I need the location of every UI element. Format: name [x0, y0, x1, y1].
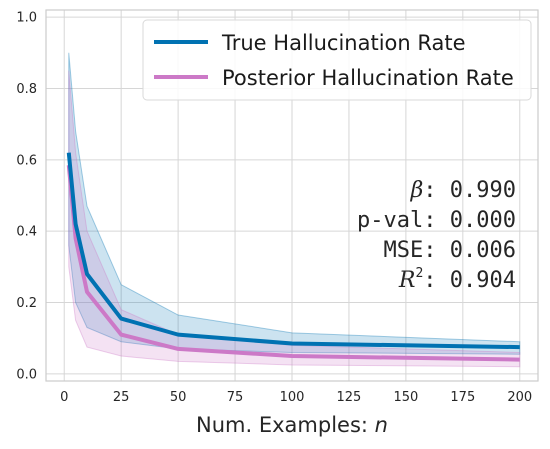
x-tick-label: 75 [227, 390, 244, 405]
legend: True Hallucination Rate Posterior Halluc… [142, 19, 532, 101]
tick-labels: 0 25 50 75 100 125 150 175 200 0.0 0.2 0.4 0.6 0.8 1.0 [16, 11, 532, 405]
plot-frame [45, 9, 539, 382]
series-lines [66, 152, 520, 362]
x-tick-label: 100 [280, 390, 305, 405]
r2-annotation: R2: 0.904 [398, 266, 516, 293]
x-tick-label: 50 [170, 390, 187, 405]
y-tick-label: 1.0 [16, 11, 37, 26]
posterior-rate-band [68, 70, 521, 368]
x-tick-label: 150 [393, 390, 418, 405]
y-tick-label: 0.6 [16, 153, 37, 168]
y-tick-label: 0.0 [16, 367, 37, 382]
beta-annotation: β: 0.990 [410, 178, 516, 203]
legend-label-posterior: Posterior Hallucination Rate [222, 66, 514, 90]
x-tick-label: 125 [337, 390, 362, 405]
stats-annotation: β: 0.990 p-val: 0.000 MSE: 0.006 R2: 0.9… [357, 178, 516, 293]
x-tick-label: 175 [450, 390, 475, 405]
legend-box [142, 19, 532, 101]
x-tick-label: 25 [113, 390, 130, 405]
legend-label-true: True Hallucination Rate [221, 31, 466, 55]
y-tick-label: 0.8 [16, 82, 37, 97]
mse-annotation: MSE: 0.006 [384, 238, 516, 263]
posterior-rate-line [66, 164, 520, 362]
y-tick-label: 0.2 [16, 296, 37, 311]
x-tick-label: 200 [507, 390, 532, 405]
x-axis-label: Num. Examples: n [196, 413, 388, 437]
x-tick-label: 0 [60, 390, 68, 405]
true-rate-line [66, 152, 520, 350]
y-tick-label: 0.4 [16, 225, 37, 240]
pval-annotation: p-val: 0.000 [357, 208, 516, 233]
